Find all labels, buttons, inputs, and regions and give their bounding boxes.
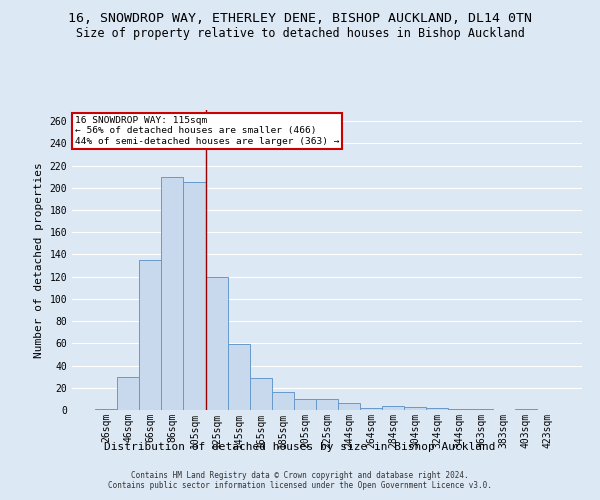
- Bar: [272, 392, 294, 410]
- Bar: [206, 276, 227, 410]
- Bar: [448, 409, 470, 410]
- Bar: [515, 409, 537, 410]
- Bar: [338, 404, 360, 410]
- Bar: [227, 344, 250, 410]
- Bar: [139, 260, 161, 410]
- Y-axis label: Number of detached properties: Number of detached properties: [34, 162, 44, 358]
- Bar: [294, 399, 316, 410]
- Text: Contains HM Land Registry data © Crown copyright and database right 2024.
Contai: Contains HM Land Registry data © Crown c…: [108, 470, 492, 490]
- Bar: [404, 406, 427, 410]
- Text: 16, SNOWDROP WAY, ETHERLEY DENE, BISHOP AUCKLAND, DL14 0TN: 16, SNOWDROP WAY, ETHERLEY DENE, BISHOP …: [68, 12, 532, 26]
- Bar: [161, 176, 184, 410]
- Bar: [184, 182, 206, 410]
- Bar: [470, 409, 493, 410]
- Bar: [360, 408, 382, 410]
- Text: Distribution of detached houses by size in Bishop Auckland: Distribution of detached houses by size …: [104, 442, 496, 452]
- Bar: [316, 399, 338, 410]
- Bar: [117, 376, 139, 410]
- Bar: [382, 406, 404, 410]
- Bar: [95, 409, 117, 410]
- Text: Size of property relative to detached houses in Bishop Auckland: Size of property relative to detached ho…: [76, 28, 524, 40]
- Text: 16 SNOWDROP WAY: 115sqm
← 56% of detached houses are smaller (466)
44% of semi-d: 16 SNOWDROP WAY: 115sqm ← 56% of detache…: [74, 116, 339, 146]
- Bar: [427, 408, 448, 410]
- Bar: [250, 378, 272, 410]
